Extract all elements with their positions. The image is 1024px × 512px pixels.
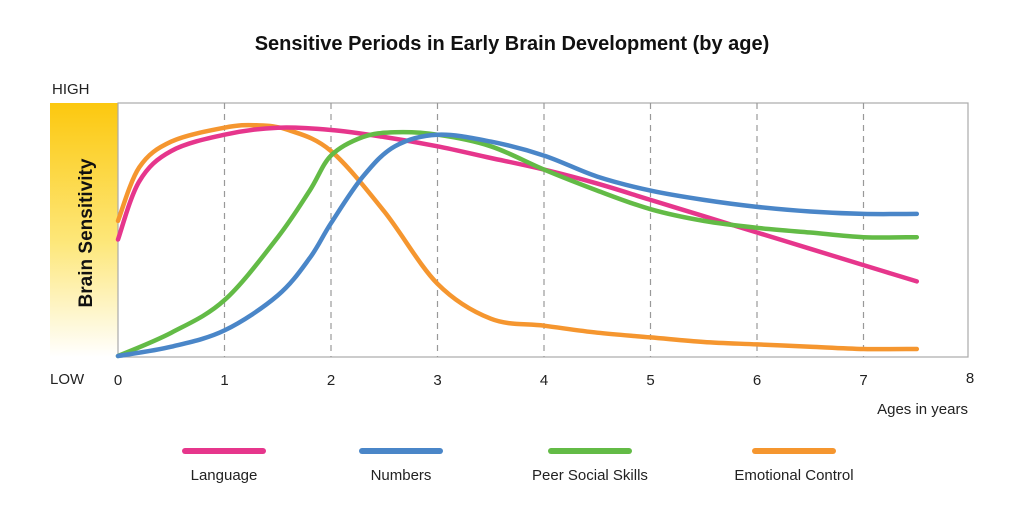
series-lines — [115, 122, 920, 359]
y-high-label: HIGH — [52, 81, 90, 98]
chart-title: Sensitive Periods in Early Brain Develop… — [255, 33, 770, 55]
y-low-label: LOW — [50, 371, 85, 388]
x-tick-label: 4 — [540, 372, 548, 389]
x-axis-label: Ages in years — [877, 401, 968, 418]
x-tick-label: 5 — [646, 372, 654, 389]
legend-label: Peer Social Skills — [532, 467, 648, 484]
x-tick-label: 2 — [327, 372, 335, 389]
series-line-language — [115, 125, 920, 284]
x-tick-label: 3 — [433, 372, 441, 389]
x-tick-label: 8 — [966, 370, 974, 387]
legend-label: Emotional Control — [734, 467, 853, 484]
sensitivity-gradient-bar — [50, 103, 118, 357]
x-tick-labels: 0 1 2 3 4 5 6 7 8 — [114, 370, 974, 389]
x-tick-label: 1 — [220, 372, 228, 389]
series-line-numbers — [115, 132, 920, 359]
x-tick-label: 6 — [753, 372, 761, 389]
legend-label: Numbers — [371, 467, 432, 484]
legend: Language Numbers Peer Social Skills Emotion… — [182, 448, 854, 484]
x-tick-label: 7 — [859, 372, 867, 389]
series-line-emotional-control — [115, 122, 920, 352]
x-tick-label: 0 — [114, 372, 122, 389]
legend-label: Language — [191, 467, 258, 484]
plot-frame — [117, 102, 969, 358]
y-axis-label: Brain Sensitivity — [76, 158, 97, 307]
